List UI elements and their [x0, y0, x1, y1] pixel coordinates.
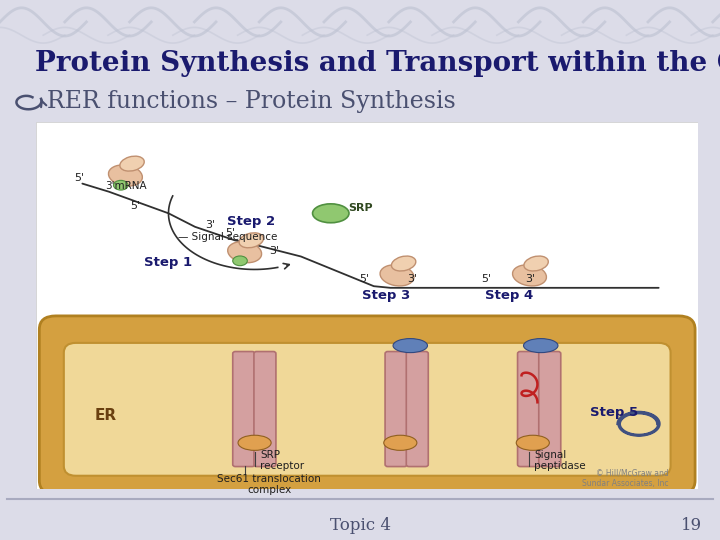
Text: 3': 3'	[205, 220, 215, 231]
Ellipse shape	[109, 165, 143, 186]
Text: SRP: SRP	[348, 203, 373, 213]
Text: Topic 4: Topic 4	[330, 517, 390, 534]
Ellipse shape	[228, 241, 261, 263]
Text: 19: 19	[680, 517, 702, 534]
Ellipse shape	[114, 180, 128, 190]
Text: Step 1: Step 1	[145, 256, 192, 269]
FancyBboxPatch shape	[518, 352, 539, 467]
Text: ER: ER	[94, 408, 117, 423]
FancyBboxPatch shape	[40, 316, 695, 494]
FancyBboxPatch shape	[539, 352, 561, 467]
Text: Step 3: Step 3	[361, 288, 410, 302]
Ellipse shape	[384, 435, 417, 450]
Ellipse shape	[312, 204, 349, 222]
Ellipse shape	[523, 339, 558, 353]
FancyBboxPatch shape	[385, 352, 407, 467]
Ellipse shape	[392, 256, 416, 271]
Text: Step 5: Step 5	[590, 406, 638, 419]
Ellipse shape	[120, 156, 144, 171]
FancyBboxPatch shape	[254, 352, 276, 467]
Text: © Hill/McGraw and
Sundar Associates, Inc: © Hill/McGraw and Sundar Associates, Inc	[582, 468, 669, 488]
Ellipse shape	[239, 233, 264, 248]
FancyBboxPatch shape	[406, 352, 428, 467]
FancyBboxPatch shape	[64, 343, 670, 476]
Ellipse shape	[393, 339, 428, 353]
Text: 5': 5'	[359, 274, 369, 285]
Text: 5': 5'	[225, 228, 235, 238]
Ellipse shape	[524, 256, 549, 271]
Text: Step 4: Step 4	[485, 288, 534, 302]
Text: 3': 3'	[525, 274, 535, 285]
Text: 5': 5'	[74, 173, 84, 183]
Ellipse shape	[513, 265, 546, 286]
Ellipse shape	[233, 256, 247, 266]
Text: Step 2: Step 2	[228, 215, 275, 228]
Text: Protein Synthesis and Transport within the Cell: Protein Synthesis and Transport within t…	[35, 50, 720, 77]
Text: Signal
peptidase: Signal peptidase	[534, 450, 586, 471]
Text: 3': 3'	[269, 246, 279, 256]
Ellipse shape	[516, 435, 549, 450]
FancyBboxPatch shape	[36, 122, 698, 489]
Text: 5': 5'	[130, 201, 140, 211]
FancyBboxPatch shape	[233, 352, 255, 467]
Text: RER functions – Protein Synthesis: RER functions – Protein Synthesis	[47, 90, 456, 113]
Text: SRP
receptor: SRP receptor	[260, 450, 304, 471]
Ellipse shape	[380, 265, 414, 286]
Text: 3'mRNA: 3'mRNA	[106, 181, 147, 191]
Text: 5': 5'	[481, 274, 491, 285]
Text: 3': 3'	[407, 274, 417, 285]
Text: — Signal sequence: — Signal sequence	[179, 232, 278, 242]
Text: Sec61 translocation
complex: Sec61 translocation complex	[217, 474, 321, 495]
Ellipse shape	[238, 435, 271, 450]
